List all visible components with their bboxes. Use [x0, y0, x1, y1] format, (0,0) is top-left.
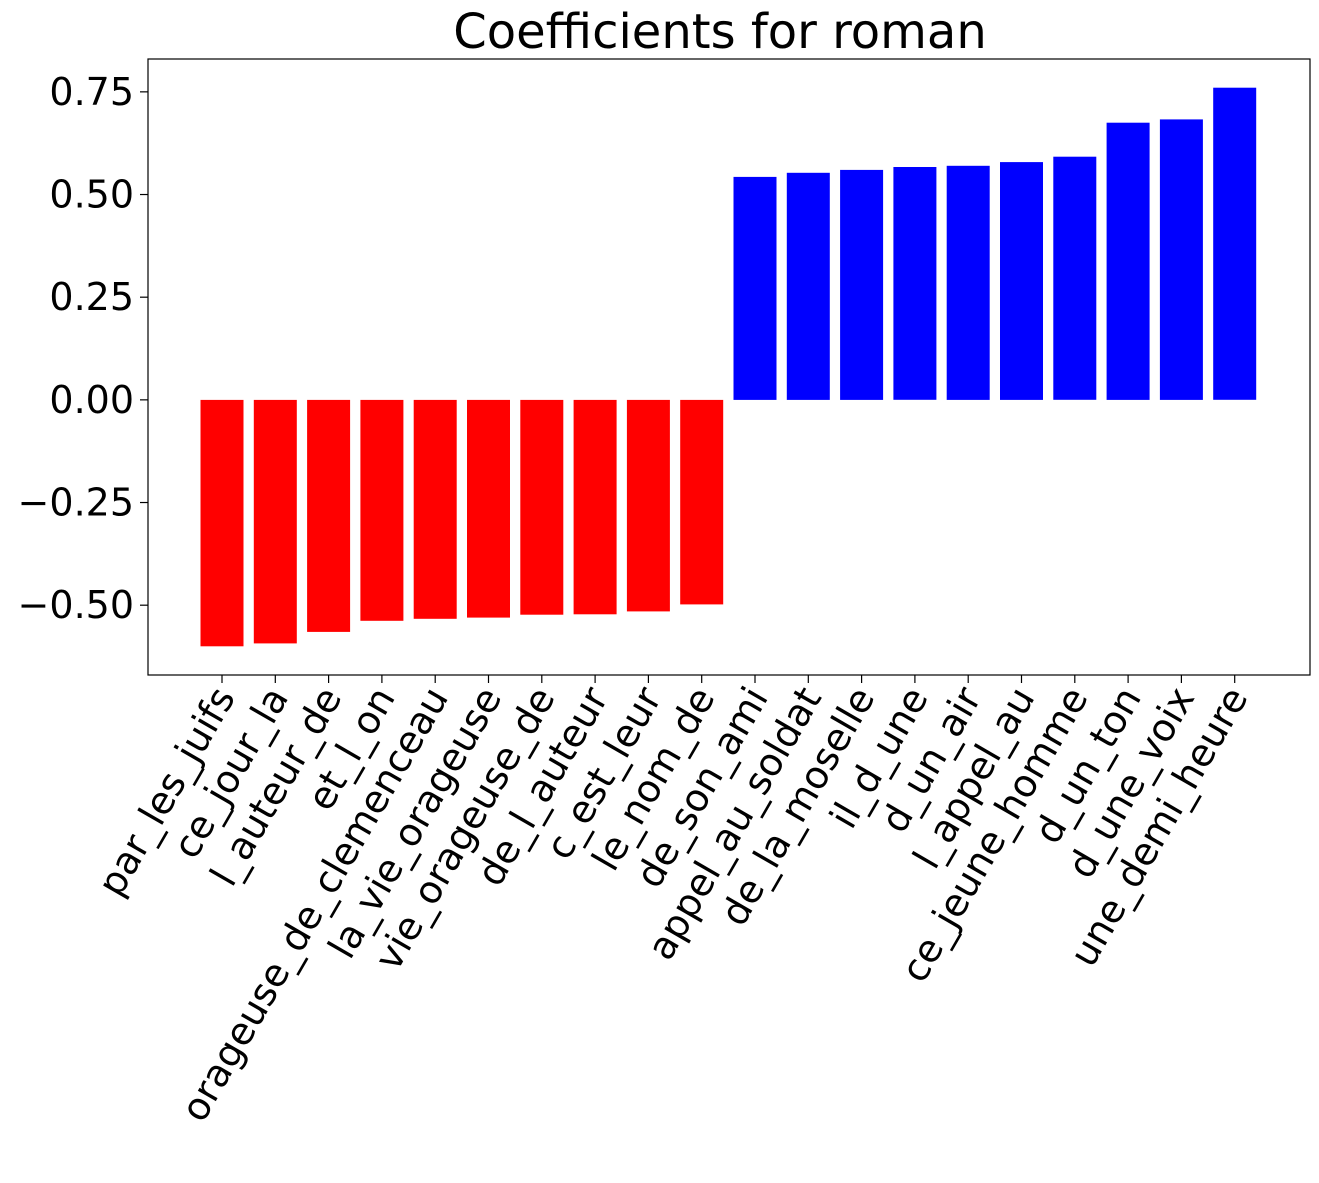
bar-de_son_ami: [733, 176, 777, 400]
x-axis: par_les_juifsce_jour_lal_auteur_deet_l_o…: [89, 675, 1256, 1129]
bar-c_est_leur: [626, 399, 670, 612]
bar-l_appel_au: [1000, 162, 1043, 400]
bar-vie_orageuse_de: [520, 399, 564, 615]
bar-orageuse_de_clemenceau: [413, 399, 457, 619]
bar-ce_jeune_homme: [1053, 156, 1097, 400]
bar-de_la_moselle: [840, 169, 884, 400]
bars-group: [200, 87, 1257, 647]
bar-de_l_auteur: [573, 399, 617, 615]
bar-par_les_juifs: [200, 399, 244, 647]
bar-d_un_air: [946, 165, 990, 400]
bar-appel_au_soldat: [786, 172, 830, 400]
y-tick-label: 0.50: [49, 173, 134, 217]
plot-frame: [147, 58, 1311, 676]
bar-ce_jour_la: [253, 399, 297, 644]
bar-il_d_une: [893, 167, 937, 400]
y-tick-label: 0.00: [49, 378, 134, 422]
bar-la_vie_orageuse: [467, 399, 510, 618]
y-tick-label: −0.25: [18, 481, 134, 525]
bar-d_une_voix: [1159, 119, 1203, 400]
bar-et_l_on: [360, 399, 404, 621]
y-tick-label: 0.75: [49, 70, 134, 114]
y-tick-label: 0.25: [49, 275, 134, 319]
bar-le_nom_de: [680, 399, 724, 605]
bar-une_demi_heure: [1213, 87, 1257, 400]
bar-l_auteur_de: [307, 399, 351, 632]
y-axis: −0.50 −0.25 0.00 0.25 0.50 0.75: [18, 70, 148, 627]
bar-d_un_ton: [1106, 122, 1150, 400]
y-tick-label: −0.50: [18, 583, 134, 627]
chart-title: Coefficients for roman: [453, 4, 986, 60]
